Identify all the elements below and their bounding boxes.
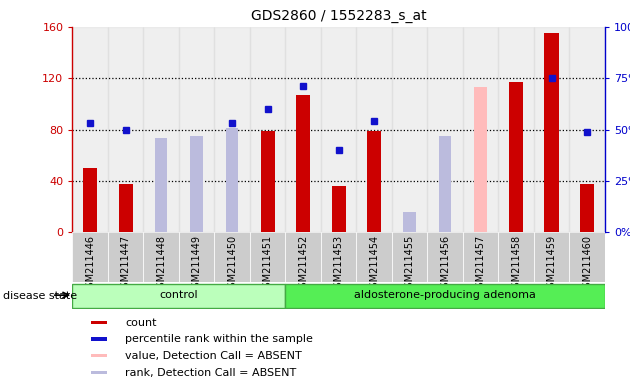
Text: GSM211447: GSM211447 [121, 235, 130, 294]
Bar [296, 95, 310, 232]
Bar [463, 27, 498, 232]
Bar [570, 27, 605, 232]
Text: percentile rank within the sample: percentile rank within the sample [125, 334, 313, 344]
Text: GSM211449: GSM211449 [192, 235, 202, 294]
Text: count: count [125, 318, 157, 328]
Bar [72, 283, 285, 308]
Bar [91, 354, 106, 357]
Text: GSM211452: GSM211452 [298, 235, 308, 294]
Bar [403, 228, 416, 232]
Bar [534, 27, 570, 232]
Bar [250, 27, 285, 232]
Text: GSM211454: GSM211454 [369, 235, 379, 294]
Bar [144, 232, 179, 282]
Bar [534, 232, 570, 282]
Text: control: control [159, 290, 198, 300]
Bar [144, 27, 179, 232]
Bar [91, 338, 106, 341]
Bar [321, 232, 357, 282]
Bar [72, 27, 108, 232]
Bar [285, 27, 321, 232]
Bar [580, 184, 594, 232]
Bar [91, 371, 106, 374]
Bar [439, 136, 451, 232]
Bar [474, 87, 487, 232]
Text: GSM211456: GSM211456 [440, 235, 450, 294]
Bar [498, 27, 534, 232]
Bar [179, 232, 214, 282]
Bar [331, 186, 346, 232]
Bar [392, 27, 427, 232]
Bar [214, 27, 250, 232]
Bar [250, 232, 285, 282]
Bar [321, 27, 357, 232]
Bar [83, 168, 97, 232]
Text: GSM211450: GSM211450 [227, 235, 237, 294]
Bar [226, 127, 238, 232]
Bar [226, 172, 238, 232]
Bar [285, 232, 321, 282]
Bar [108, 232, 144, 282]
Bar [118, 184, 133, 232]
Text: GSM211459: GSM211459 [547, 235, 556, 294]
Bar [439, 187, 451, 232]
Bar [285, 283, 605, 308]
Bar [403, 212, 416, 232]
Bar [72, 232, 108, 282]
Text: GSM211448: GSM211448 [156, 235, 166, 294]
Bar [155, 138, 168, 232]
Text: GSM211460: GSM211460 [582, 235, 592, 294]
Text: GSM211451: GSM211451 [263, 235, 273, 294]
Bar [261, 131, 275, 232]
Text: value, Detection Call = ABSENT: value, Detection Call = ABSENT [125, 351, 302, 361]
Bar [544, 33, 559, 232]
Text: GSM211457: GSM211457 [476, 235, 486, 294]
Bar [190, 136, 203, 232]
Text: rank, Detection Call = ABSENT: rank, Detection Call = ABSENT [125, 368, 297, 378]
Bar [427, 232, 463, 282]
Bar [392, 232, 427, 282]
Text: GSM211453: GSM211453 [334, 235, 343, 294]
Bar [509, 82, 523, 232]
Title: GDS2860 / 1552283_s_at: GDS2860 / 1552283_s_at [251, 9, 427, 23]
Text: GSM211455: GSM211455 [404, 235, 415, 294]
Bar [214, 232, 250, 282]
Bar [367, 131, 381, 232]
Bar [498, 232, 534, 282]
Bar [357, 27, 392, 232]
Text: GSM211446: GSM211446 [85, 235, 95, 294]
Bar [463, 232, 498, 282]
Bar [190, 192, 203, 232]
Bar [570, 232, 605, 282]
Bar [91, 321, 106, 324]
Bar [510, 87, 522, 232]
Bar [427, 27, 463, 232]
Text: GSM211458: GSM211458 [511, 235, 521, 294]
Bar [155, 189, 168, 232]
Text: disease state: disease state [3, 291, 77, 301]
Text: aldosterone-producing adenoma: aldosterone-producing adenoma [354, 290, 536, 300]
Bar [108, 27, 144, 232]
Bar [357, 232, 392, 282]
Bar [179, 27, 214, 232]
